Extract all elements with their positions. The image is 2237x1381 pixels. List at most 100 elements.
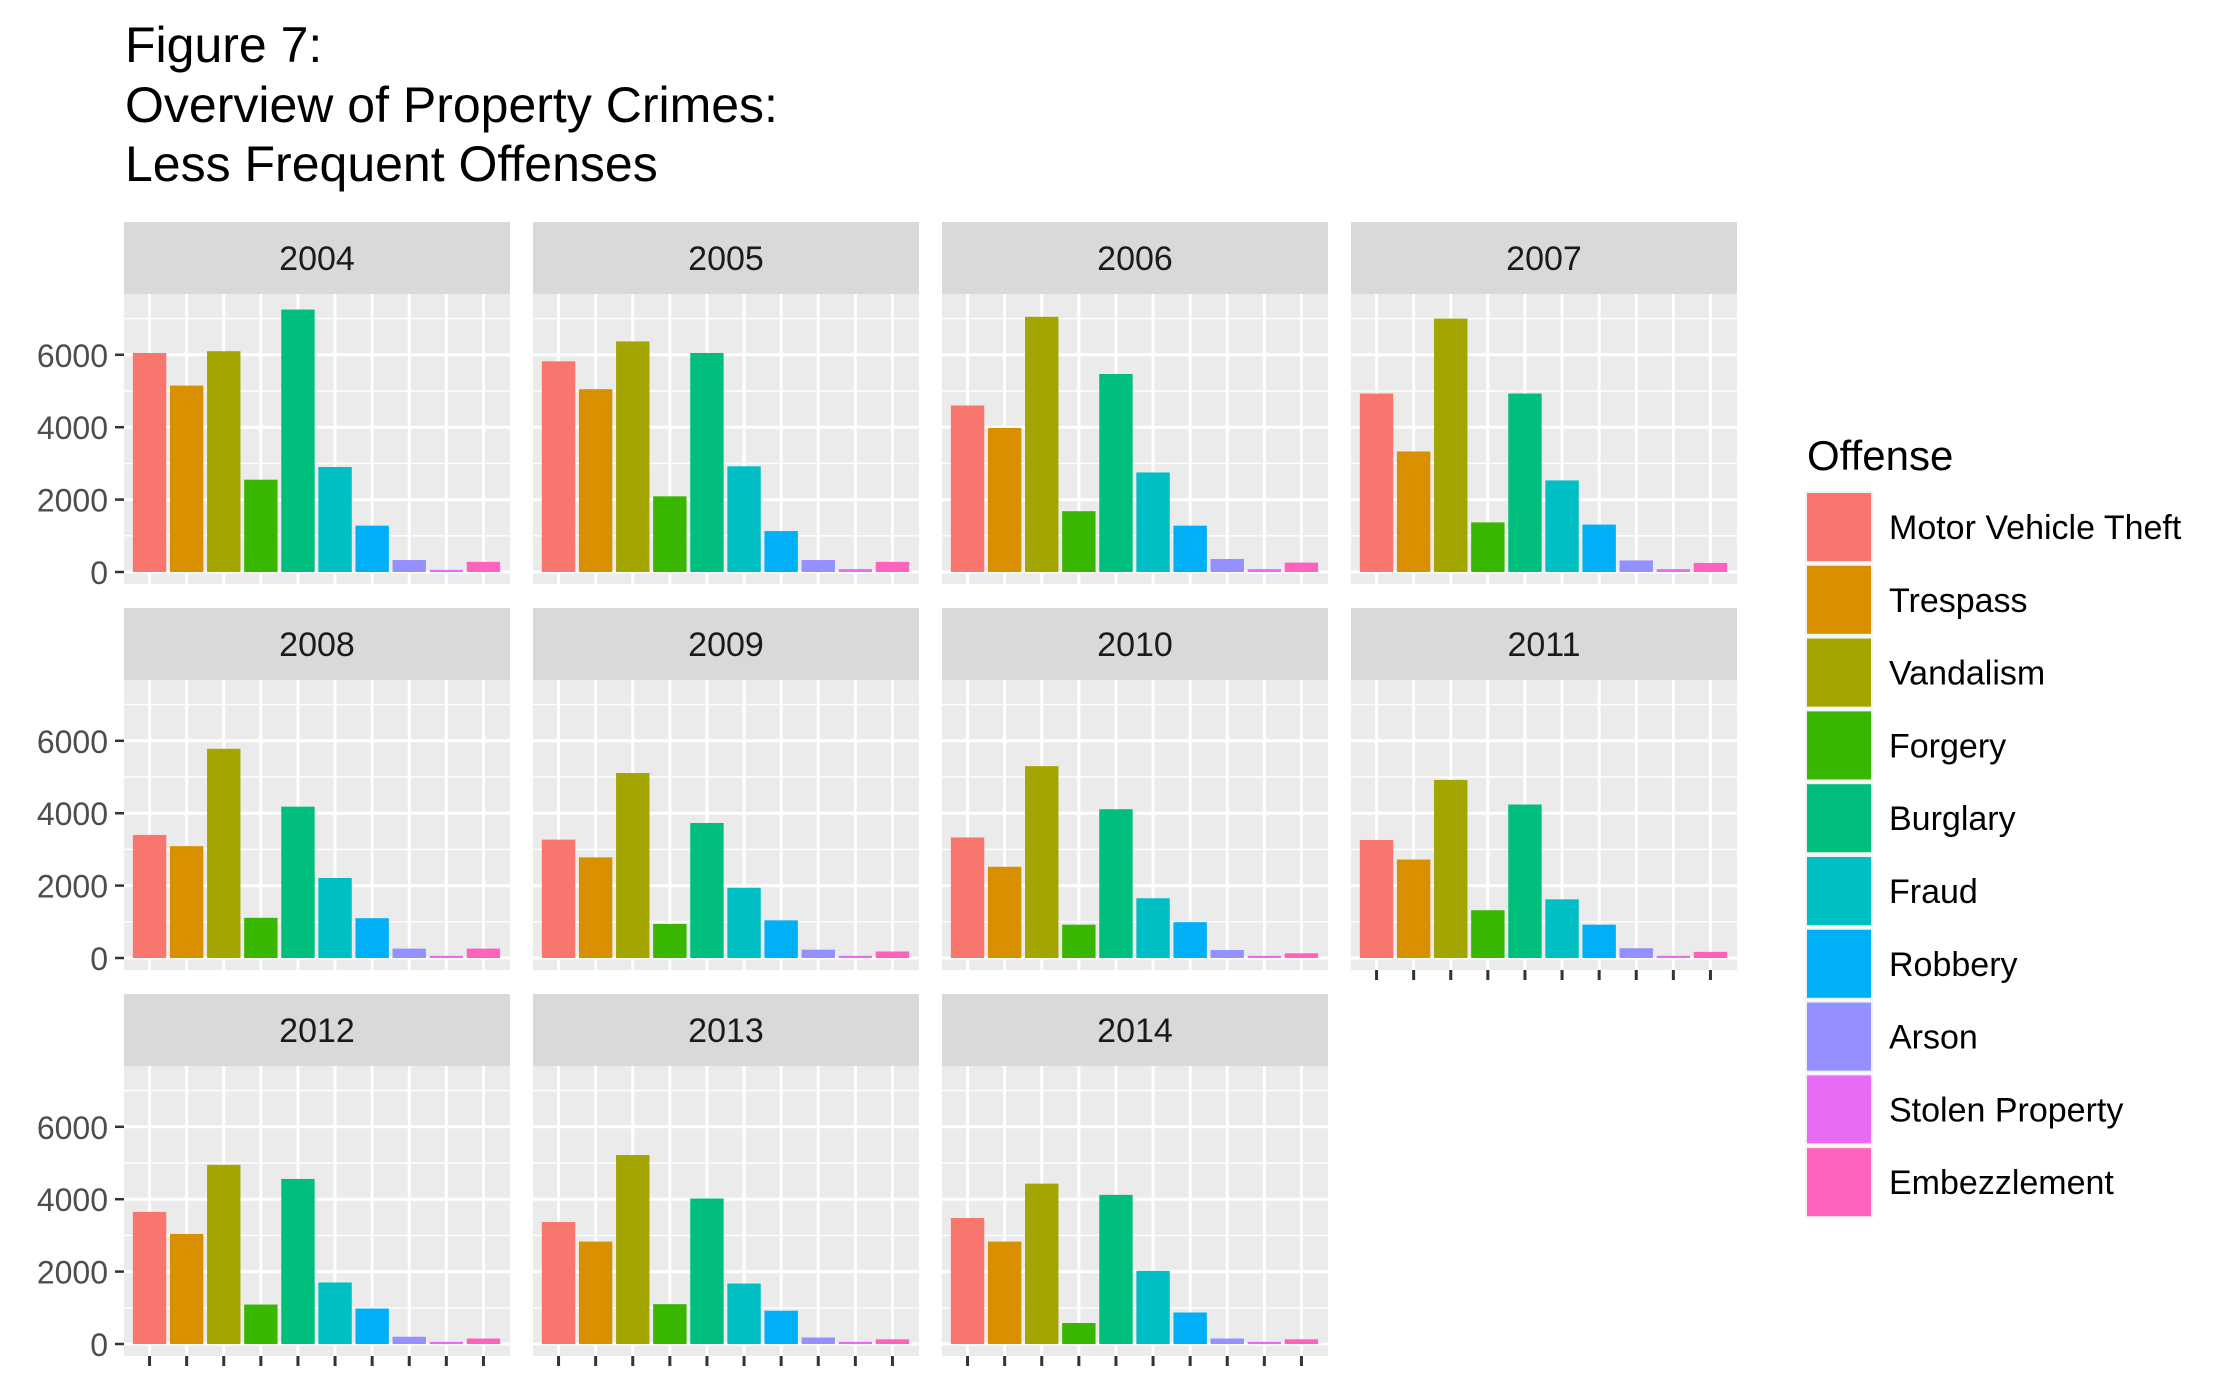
bar-robbery xyxy=(764,1310,798,1344)
legend-label: Robbery xyxy=(1889,946,2018,984)
bar-robbery xyxy=(355,918,389,958)
legend-swatch-arson xyxy=(1807,1002,1871,1071)
bar-embezzlement xyxy=(875,951,910,958)
bar-arson xyxy=(801,560,835,572)
bar-vandalism xyxy=(207,1164,241,1344)
bar-burglary xyxy=(281,1178,315,1344)
bar-fraud xyxy=(318,877,352,958)
y-tick-label: 0 xyxy=(90,555,108,591)
legend-label: Vandalism xyxy=(1889,655,2045,693)
bar-robbery xyxy=(1173,922,1207,958)
bar-arson xyxy=(1210,1338,1244,1344)
facet-strip-label: 2007 xyxy=(1506,240,1582,278)
bar-arson xyxy=(1619,948,1653,958)
bar-stolen-property xyxy=(1656,569,1691,572)
bar-robbery xyxy=(1582,924,1616,958)
bar-arson xyxy=(1210,950,1244,958)
bar-motor-vehicle-theft xyxy=(541,1222,576,1344)
facet-strip xyxy=(1351,222,1737,294)
facet-strip-label: 2005 xyxy=(688,240,764,278)
facet-strip xyxy=(942,222,1328,294)
legend-title: Offense xyxy=(1807,432,1953,479)
bar-trespass xyxy=(1396,859,1431,958)
facet-strip xyxy=(533,608,919,680)
facet-strip xyxy=(533,994,919,1066)
bar-vandalism xyxy=(616,341,650,572)
facet-2006: 2006 xyxy=(942,222,1328,584)
title-line-2: Overview of Property Crimes: xyxy=(125,77,778,133)
facet-strip xyxy=(1351,608,1737,680)
bar-burglary xyxy=(281,806,315,958)
legend-label: Fraud xyxy=(1889,873,1978,911)
y-tick-label: 6000 xyxy=(37,724,108,760)
facet-2014: 2014 xyxy=(942,994,1328,1366)
bar-stolen-property xyxy=(429,955,464,958)
bar-vandalism xyxy=(1025,766,1059,958)
bar-forgery xyxy=(244,479,278,572)
title-line-1: Figure 7: xyxy=(125,17,322,73)
facet-2009: 2009 xyxy=(533,608,919,970)
bar-trespass xyxy=(987,1241,1022,1344)
bar-arson xyxy=(392,1336,426,1344)
facet-strip xyxy=(124,608,510,680)
facet-strip xyxy=(124,222,510,294)
y-tick-label: 4000 xyxy=(37,410,108,446)
facet-strip-label: 2004 xyxy=(279,240,355,278)
bar-robbery xyxy=(764,920,798,958)
bar-fraud xyxy=(1545,899,1579,958)
bar-vandalism xyxy=(1025,316,1059,572)
facet-strip-label: 2008 xyxy=(279,626,355,664)
legend-swatch-trespass xyxy=(1807,565,1871,634)
facet-strip-label: 2013 xyxy=(688,1012,764,1050)
bar-robbery xyxy=(355,1308,389,1344)
bar-trespass xyxy=(169,385,204,572)
bar-fraud xyxy=(1136,898,1170,958)
facet-panels: 2004 0 2000 4000 6000 2005 2006 2007 2008 0 2000 40… xyxy=(37,222,1737,1366)
bar-stolen-property xyxy=(838,569,873,572)
bar-motor-vehicle-theft xyxy=(132,352,167,572)
legend-swatch-fraud xyxy=(1807,857,1871,925)
bar-arson xyxy=(1210,558,1244,572)
bar-vandalism xyxy=(1025,1183,1059,1344)
bar-stolen-property xyxy=(838,955,873,958)
legend-swatch-motor-vehicle-theft xyxy=(1807,493,1871,561)
bar-forgery xyxy=(1062,1323,1096,1344)
legend-swatch-robbery xyxy=(1807,929,1871,998)
bar-robbery xyxy=(1173,525,1207,572)
bar-forgery xyxy=(1062,511,1096,572)
bar-embezzlement xyxy=(1693,951,1728,958)
bar-arson xyxy=(392,560,426,572)
legend-swatch-forgery xyxy=(1807,711,1871,780)
bar-motor-vehicle-theft xyxy=(541,839,576,958)
bar-embezzlement xyxy=(466,1338,501,1344)
bar-stolen-property xyxy=(429,1341,464,1344)
bar-vandalism xyxy=(1434,318,1468,572)
legend-label: Embezzlement xyxy=(1889,1164,2114,1202)
bar-motor-vehicle-theft xyxy=(1359,839,1394,958)
bar-forgery xyxy=(1062,924,1096,958)
bar-trespass xyxy=(578,857,613,958)
bar-fraud xyxy=(727,887,761,958)
bar-fraud xyxy=(318,467,352,572)
facet-strip-label: 2011 xyxy=(1507,626,1580,664)
bar-vandalism xyxy=(207,351,241,572)
y-tick-label: 2000 xyxy=(37,869,108,905)
legend-label: Forgery xyxy=(1889,727,2006,765)
y-tick-label: 2000 xyxy=(37,1255,108,1291)
bar-burglary xyxy=(281,309,315,572)
facet-strip xyxy=(533,222,919,294)
bar-burglary xyxy=(1099,373,1133,572)
bar-motor-vehicle-theft xyxy=(950,1218,985,1344)
bar-vandalism xyxy=(616,1155,650,1344)
facet-strip xyxy=(942,608,1328,680)
bar-trespass xyxy=(169,1233,204,1344)
bar-stolen-property xyxy=(429,569,464,572)
legend-label: Arson xyxy=(1889,1019,1978,1057)
bar-burglary xyxy=(690,822,724,958)
bar-trespass xyxy=(987,427,1022,572)
bar-arson xyxy=(801,949,835,958)
bar-stolen-property xyxy=(838,1341,873,1344)
bar-stolen-property xyxy=(1247,569,1282,572)
facet-2007: 2007 xyxy=(1351,222,1737,584)
